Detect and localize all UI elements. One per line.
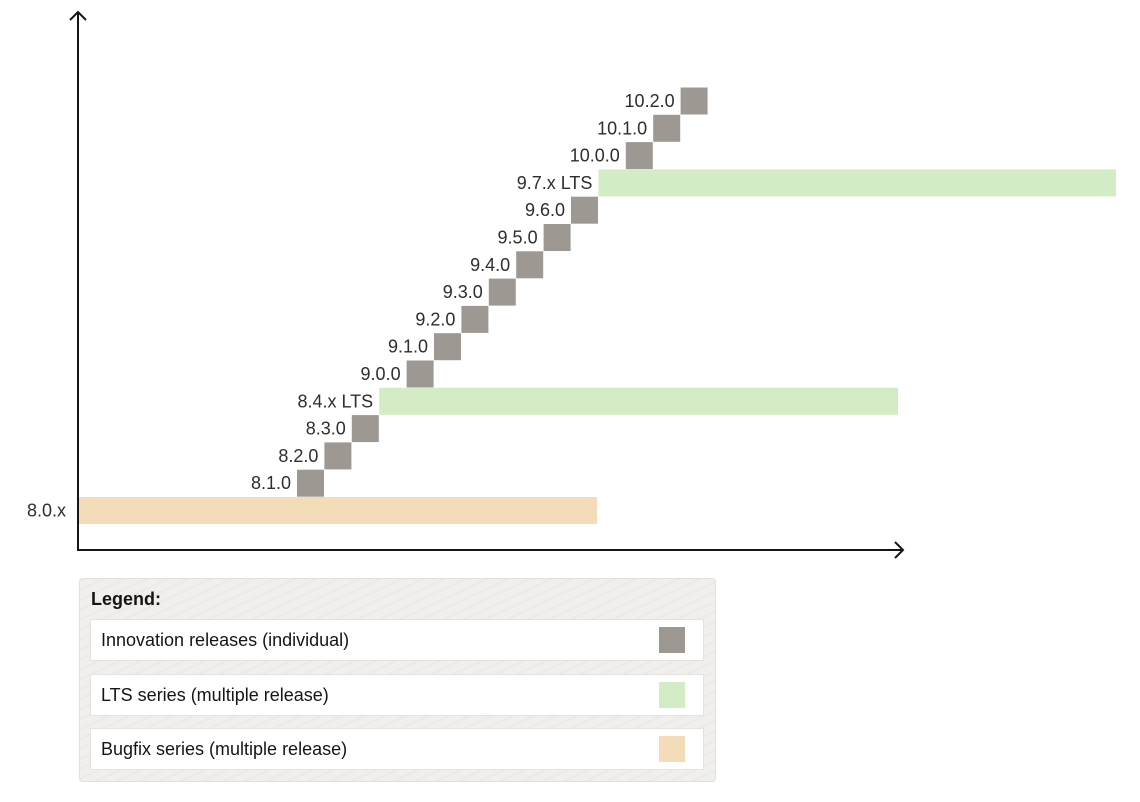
release-label: 10.2.0 xyxy=(625,91,675,111)
legend-title: Legend: xyxy=(91,589,161,609)
x-axis-arrow-icon xyxy=(894,541,905,559)
innovation-release-block xyxy=(680,87,708,115)
innovation-release-block xyxy=(324,442,352,470)
legend-item-label: LTS series (multiple release) xyxy=(101,684,329,705)
release-label: 8.3.0 xyxy=(306,419,346,439)
release-label: 9.4.0 xyxy=(470,255,510,275)
release-label: 9.0.0 xyxy=(361,364,401,384)
release-label: 8.4.x LTS xyxy=(297,391,373,411)
innovation-release-block xyxy=(543,224,571,251)
axes xyxy=(69,10,905,559)
bugfix-swatch-icon xyxy=(659,736,685,762)
legend-item-label: Bugfix series (multiple release) xyxy=(101,738,348,759)
legend-item-label: Innovation releases (individual) xyxy=(101,629,350,650)
release-label: 9.1.0 xyxy=(388,337,428,357)
y-axis-arrow-icon xyxy=(69,10,87,21)
innovation-swatch-icon xyxy=(659,627,685,653)
innovation-release-block xyxy=(434,333,461,361)
release-timeline-diagram: 8.0.x 8.1.0 8.2.0 8.3.0 8.4.x LTS 9.0.0 9.1.0 9… xyxy=(27,10,1116,559)
innovation-release-block xyxy=(406,360,434,388)
release-label: 9.3.0 xyxy=(443,282,483,302)
release-label: 9.2.0 xyxy=(415,309,455,329)
innovation-release-block xyxy=(297,469,324,497)
innovation-release-block xyxy=(461,305,489,333)
release-label: 8.0.x xyxy=(27,501,66,521)
bugfix-series-bar xyxy=(78,497,597,524)
release-bars xyxy=(78,87,1116,524)
release-label: 8.2.0 xyxy=(278,446,318,466)
lts-series-bar xyxy=(598,169,1116,197)
legend-item-innovation: Innovation releases (individual) xyxy=(90,619,704,661)
release-label: 9.7.x LTS xyxy=(517,173,593,193)
innovation-release-block xyxy=(351,415,379,443)
release-label: 8.1.0 xyxy=(251,473,291,493)
lts-swatch-icon xyxy=(659,682,685,708)
innovation-release-block xyxy=(571,196,598,224)
legend: Legend: Innovation releases (individual)… xyxy=(79,578,716,782)
release-labels: 8.0.x 8.1.0 8.2.0 8.3.0 8.4.x LTS 9.0.0 9.1.0 9… xyxy=(27,91,675,521)
release-label: 10.1.0 xyxy=(597,118,647,138)
innovation-release-block xyxy=(488,278,516,306)
release-label: 9.5.0 xyxy=(498,228,538,248)
release-label: 10.0.0 xyxy=(570,146,620,166)
innovation-release-block xyxy=(625,142,653,170)
legend-item-bugfix: Bugfix series (multiple release) xyxy=(90,728,704,770)
legend-item-lts: LTS series (multiple release) xyxy=(90,674,704,716)
lts-series-bar xyxy=(379,387,898,415)
innovation-release-block xyxy=(516,251,544,279)
innovation-release-block xyxy=(653,114,681,142)
release-label: 9.6.0 xyxy=(525,200,565,220)
